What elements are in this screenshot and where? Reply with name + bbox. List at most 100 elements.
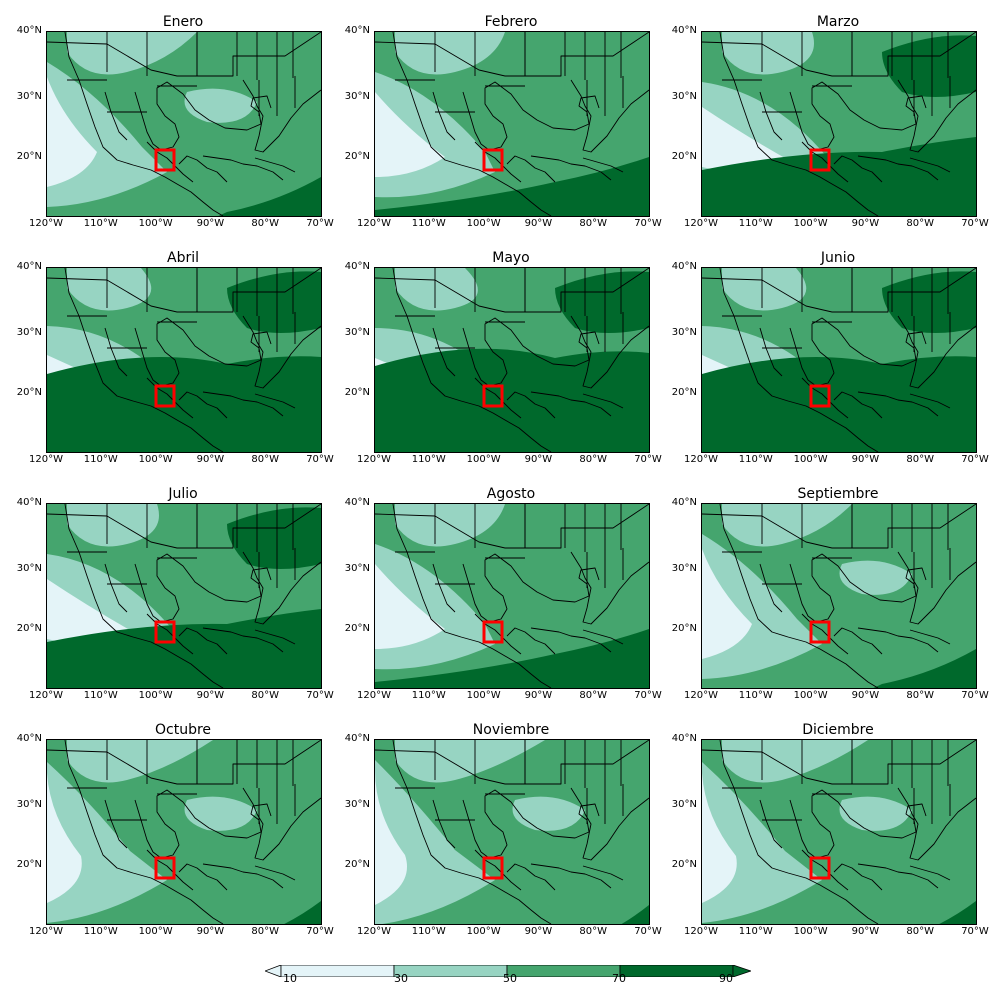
- panel-title: Junio: [820, 250, 856, 266]
- longitude-tick-label: 100°W: [138, 690, 173, 701]
- longitude-tick-label: 70°W: [634, 454, 662, 465]
- longitude-tick-label: 100°W: [793, 690, 828, 701]
- map-frame: [46, 31, 322, 217]
- panel-title: Diciembre: [802, 722, 874, 738]
- latitude-tick-label: 20°N: [344, 623, 370, 634]
- longitude-tick-label: 110°W: [411, 218, 446, 229]
- latitude-tick-label: 30°N: [344, 91, 370, 102]
- longitude-tick-label: 80°W: [251, 926, 279, 937]
- longitude-tick-label: 70°W: [634, 690, 662, 701]
- colorbar-label-50: 50: [503, 972, 517, 985]
- latitude-tick-label: 20°N: [344, 859, 370, 870]
- map-frame: [46, 739, 322, 925]
- longitude-tick-label: 80°W: [251, 218, 279, 229]
- longitude-tick-label: 110°W: [411, 690, 446, 701]
- longitude-tick-label: 80°W: [251, 454, 279, 465]
- panel-title: Abril: [167, 250, 199, 266]
- colorbar-label-30: 30: [394, 972, 408, 985]
- map-frame: [701, 739, 977, 925]
- colorbar: [265, 965, 751, 977]
- map-frame: [46, 267, 322, 453]
- study-region-box: [809, 148, 831, 172]
- longitude-tick-label: 120°W: [684, 690, 718, 701]
- study-region-box: [154, 620, 176, 644]
- study-region-box: [809, 856, 831, 880]
- latitude-tick-label: 30°N: [344, 327, 370, 338]
- longitude-tick-label: 80°W: [579, 454, 607, 465]
- longitude-tick-label: 70°W: [306, 454, 334, 465]
- longitude-tick-label: 70°W: [961, 454, 989, 465]
- longitude-tick-label: 90°W: [196, 690, 225, 701]
- panel-title: Julio: [168, 486, 198, 502]
- longitude-tick-label: 100°W: [466, 690, 501, 701]
- latitude-tick-label: 40°N: [16, 25, 42, 36]
- longitude-tick-label: 120°W: [684, 926, 718, 937]
- latitude-tick-label: 40°N: [16, 261, 42, 272]
- colorbar-bin-50-70: [506, 965, 621, 977]
- longitude-tick-label: 80°W: [579, 926, 607, 937]
- longitude-tick-label: 80°W: [906, 926, 934, 937]
- longitude-tick-label: 90°W: [851, 218, 880, 229]
- panel-title: Agosto: [486, 486, 536, 502]
- map-frame: [374, 31, 650, 217]
- longitude-tick-label: 120°W: [684, 218, 718, 229]
- colorbar-min-extension: [265, 965, 282, 977]
- study-region-box: [809, 620, 831, 644]
- map-frame: [374, 739, 650, 925]
- latitude-tick-label: 30°N: [16, 563, 42, 574]
- longitude-tick-label: 120°W: [357, 926, 391, 937]
- latitude-tick-label: 20°N: [671, 151, 697, 162]
- latitude-tick-label: 20°N: [344, 387, 370, 398]
- latitude-tick-label: 20°N: [16, 859, 42, 870]
- map-frame: [701, 503, 977, 689]
- longitude-tick-label: 120°W: [684, 454, 718, 465]
- longitude-tick-label: 100°W: [138, 218, 173, 229]
- longitude-tick-label: 80°W: [251, 690, 279, 701]
- longitude-tick-label: 80°W: [579, 690, 607, 701]
- latitude-tick-label: 20°N: [671, 387, 697, 398]
- longitude-tick-label: 100°W: [793, 454, 828, 465]
- panel-title: Noviembre: [472, 722, 550, 738]
- latitude-tick-label: 40°N: [16, 497, 42, 508]
- latitude-tick-label: 30°N: [16, 91, 42, 102]
- longitude-tick-label: 110°W: [738, 218, 773, 229]
- longitude-tick-label: 90°W: [196, 926, 225, 937]
- longitude-tick-label: 70°W: [306, 926, 334, 937]
- longitude-tick-label: 70°W: [306, 690, 334, 701]
- longitude-tick-label: 110°W: [738, 454, 773, 465]
- study-region-box: [154, 384, 176, 408]
- longitude-tick-label: 100°W: [466, 926, 501, 937]
- latitude-tick-label: 20°N: [671, 623, 697, 634]
- longitude-tick-label: 100°W: [466, 218, 501, 229]
- study-region-box: [154, 856, 176, 880]
- longitude-tick-label: 70°W: [961, 926, 989, 937]
- panel-title: Septiembre: [797, 486, 879, 502]
- panel-title: Mayo: [492, 250, 530, 266]
- latitude-tick-label: 40°N: [671, 261, 697, 272]
- longitude-tick-label: 110°W: [411, 454, 446, 465]
- map-frame: [46, 503, 322, 689]
- longitude-tick-label: 80°W: [906, 454, 934, 465]
- latitude-tick-label: 30°N: [16, 327, 42, 338]
- latitude-tick-label: 30°N: [344, 799, 370, 810]
- longitude-tick-label: 90°W: [524, 926, 553, 937]
- latitude-tick-label: 20°N: [16, 151, 42, 162]
- latitude-tick-label: 30°N: [671, 799, 697, 810]
- panel-title: Marzo: [816, 14, 860, 30]
- latitude-tick-label: 40°N: [344, 25, 370, 36]
- longitude-tick-label: 90°W: [524, 218, 553, 229]
- panel-title: Febrero: [484, 14, 538, 30]
- latitude-tick-label: 30°N: [671, 327, 697, 338]
- latitude-tick-label: 20°N: [16, 623, 42, 634]
- colorbar-max-extension: [732, 965, 751, 977]
- longitude-tick-label: 110°W: [83, 926, 118, 937]
- longitude-tick-label: 90°W: [851, 926, 880, 937]
- latitude-tick-label: 40°N: [671, 25, 697, 36]
- longitude-tick-label: 110°W: [738, 690, 773, 701]
- latitude-tick-label: 20°N: [344, 151, 370, 162]
- study-region-box: [809, 384, 831, 408]
- longitude-tick-label: 120°W: [357, 454, 391, 465]
- longitude-tick-label: 110°W: [83, 454, 118, 465]
- longitude-tick-label: 100°W: [793, 926, 828, 937]
- longitude-tick-label: 80°W: [906, 690, 934, 701]
